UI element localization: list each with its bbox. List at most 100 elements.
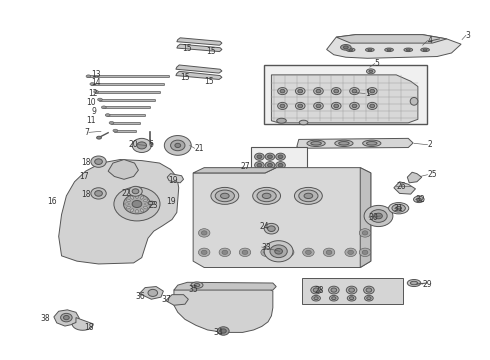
Ellipse shape <box>130 209 134 212</box>
Text: 32: 32 <box>416 195 425 204</box>
Ellipse shape <box>145 203 149 205</box>
Circle shape <box>282 248 294 257</box>
Ellipse shape <box>370 104 375 108</box>
Text: 16: 16 <box>47 197 57 206</box>
Circle shape <box>276 170 285 177</box>
Polygon shape <box>174 282 276 290</box>
Ellipse shape <box>295 87 305 95</box>
Text: 37: 37 <box>161 295 171 304</box>
Ellipse shape <box>299 190 318 202</box>
Ellipse shape <box>349 288 354 292</box>
Polygon shape <box>177 44 222 51</box>
Ellipse shape <box>366 48 374 51</box>
Ellipse shape <box>298 104 303 108</box>
Text: 17: 17 <box>79 172 89 181</box>
Text: 18: 18 <box>81 158 90 167</box>
Circle shape <box>132 189 139 194</box>
Ellipse shape <box>94 90 98 93</box>
Ellipse shape <box>280 89 285 93</box>
Polygon shape <box>271 75 418 123</box>
Ellipse shape <box>332 297 336 300</box>
Ellipse shape <box>411 281 417 285</box>
Circle shape <box>91 156 106 167</box>
Ellipse shape <box>126 199 130 202</box>
Circle shape <box>265 153 275 160</box>
Ellipse shape <box>101 106 106 109</box>
Circle shape <box>278 155 283 158</box>
Circle shape <box>268 172 272 175</box>
Ellipse shape <box>144 199 148 202</box>
Ellipse shape <box>369 70 373 72</box>
Circle shape <box>239 248 251 257</box>
Ellipse shape <box>352 89 357 93</box>
Circle shape <box>375 213 382 219</box>
Ellipse shape <box>367 141 377 145</box>
Polygon shape <box>54 310 79 326</box>
Circle shape <box>95 190 102 196</box>
Text: 18: 18 <box>84 323 94 332</box>
Ellipse shape <box>316 89 321 93</box>
Text: 14: 14 <box>91 78 101 87</box>
Polygon shape <box>193 168 371 267</box>
Polygon shape <box>176 71 222 80</box>
Ellipse shape <box>124 203 129 205</box>
Ellipse shape <box>109 121 114 124</box>
Circle shape <box>348 250 353 255</box>
Ellipse shape <box>307 140 325 147</box>
Text: 15: 15 <box>183 44 192 53</box>
Ellipse shape <box>346 286 357 294</box>
Polygon shape <box>360 168 371 267</box>
Text: 38: 38 <box>41 314 50 323</box>
Circle shape <box>219 248 231 257</box>
Circle shape <box>264 250 270 255</box>
Circle shape <box>198 248 210 257</box>
Circle shape <box>268 155 272 158</box>
Circle shape <box>257 163 262 167</box>
Ellipse shape <box>97 136 101 139</box>
Ellipse shape <box>385 48 393 51</box>
Text: 15: 15 <box>180 73 190 82</box>
Ellipse shape <box>314 297 318 300</box>
Polygon shape <box>59 159 179 264</box>
Ellipse shape <box>365 295 373 301</box>
Ellipse shape <box>335 140 353 147</box>
Ellipse shape <box>194 284 200 287</box>
Polygon shape <box>394 182 416 194</box>
Text: 19: 19 <box>166 197 175 206</box>
Circle shape <box>345 248 356 257</box>
Circle shape <box>201 231 207 235</box>
Polygon shape <box>72 318 93 330</box>
Text: 21: 21 <box>195 144 204 153</box>
Ellipse shape <box>331 102 341 109</box>
Text: 12: 12 <box>88 89 98 98</box>
Ellipse shape <box>312 295 320 301</box>
Ellipse shape <box>349 49 353 51</box>
Circle shape <box>276 162 285 169</box>
Ellipse shape <box>410 98 418 105</box>
Circle shape <box>303 248 314 257</box>
Polygon shape <box>177 38 222 45</box>
Circle shape <box>278 163 283 167</box>
Ellipse shape <box>257 190 276 202</box>
Ellipse shape <box>349 297 354 300</box>
Text: 11: 11 <box>87 116 96 125</box>
Ellipse shape <box>314 87 323 95</box>
Circle shape <box>359 229 371 237</box>
Ellipse shape <box>329 286 339 294</box>
Circle shape <box>255 153 264 160</box>
Circle shape <box>278 172 283 175</box>
Ellipse shape <box>314 102 323 109</box>
Ellipse shape <box>350 87 359 95</box>
Circle shape <box>362 231 368 235</box>
Ellipse shape <box>346 48 355 51</box>
Circle shape <box>175 143 181 148</box>
Ellipse shape <box>113 129 118 132</box>
Ellipse shape <box>140 196 144 199</box>
Ellipse shape <box>339 141 349 145</box>
Circle shape <box>270 245 287 258</box>
Text: 9: 9 <box>91 107 96 116</box>
Text: 3: 3 <box>466 31 471 40</box>
Circle shape <box>268 163 272 167</box>
Text: 10: 10 <box>87 98 96 107</box>
Circle shape <box>95 159 102 165</box>
